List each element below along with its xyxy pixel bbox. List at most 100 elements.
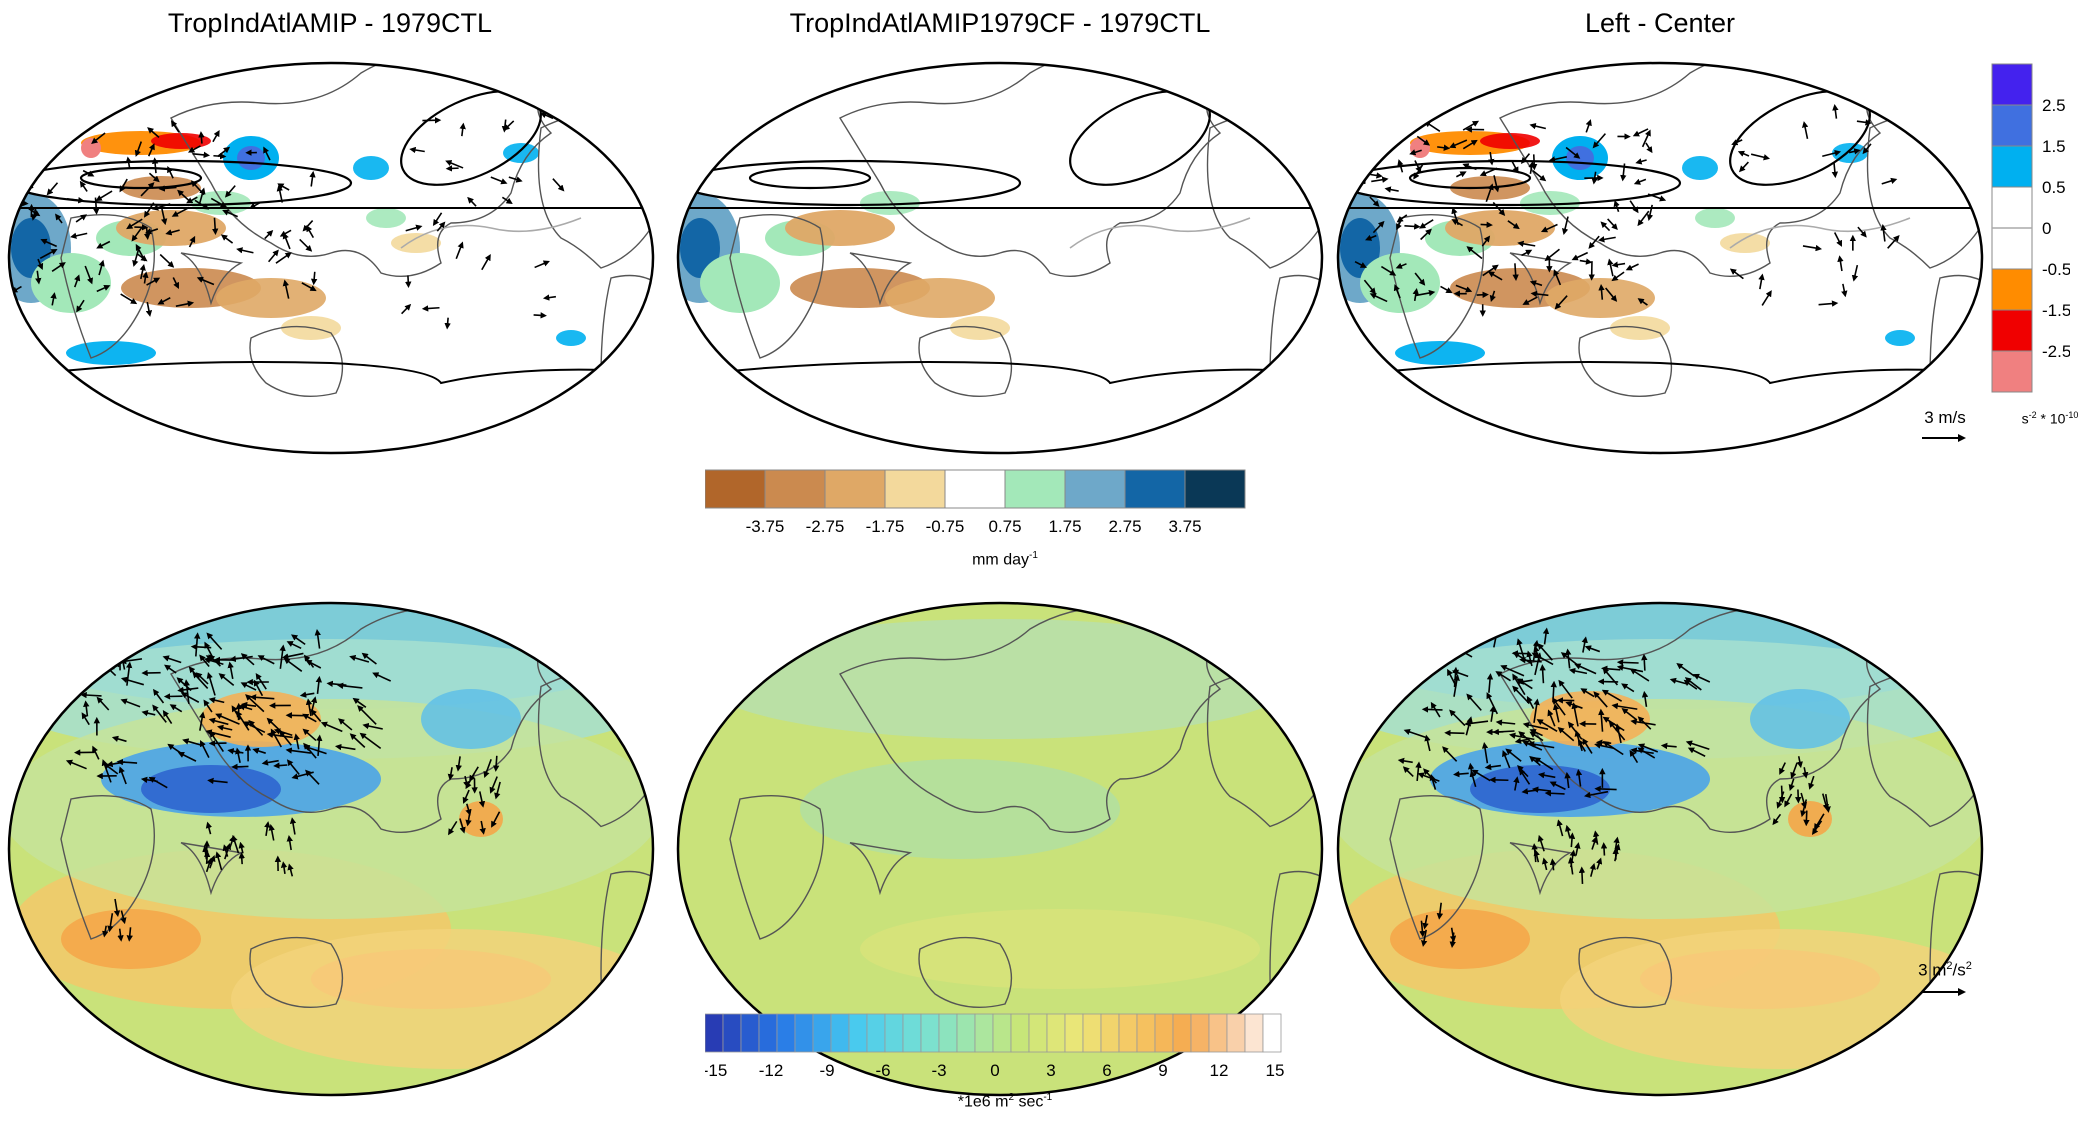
wind-vector bbox=[299, 238, 313, 252]
wind-vector bbox=[1449, 709, 1466, 727]
field-patch bbox=[61, 909, 201, 969]
wind-vector bbox=[1611, 271, 1625, 282]
wind-vector bbox=[1556, 819, 1564, 837]
wind-vector bbox=[200, 740, 210, 759]
wind-vector bbox=[1542, 627, 1550, 645]
wind-vector bbox=[1641, 653, 1648, 671]
panel-title-center: TropIndAtlAMIP1979CF - 1979CTL bbox=[789, 8, 1211, 38]
wind-vector bbox=[1565, 701, 1583, 709]
wind-vector bbox=[349, 733, 366, 748]
wind-vector bbox=[1481, 235, 1491, 247]
wind-vector bbox=[469, 766, 479, 782]
wind-vector bbox=[194, 632, 201, 657]
streamfunction-swatch bbox=[1208, 1013, 1228, 1053]
wind-vector bbox=[37, 258, 44, 270]
wind-vector bbox=[1393, 284, 1401, 299]
wind-vector bbox=[107, 913, 114, 933]
precip-unit: mm day-1 bbox=[972, 550, 1038, 569]
wind-vector bbox=[1481, 742, 1489, 764]
wind-vector bbox=[194, 199, 210, 210]
wind-vector bbox=[287, 863, 294, 877]
vorticity-swatch bbox=[1991, 309, 2033, 352]
panel-title-left: TropIndAtlAMIP - 1979CTL bbox=[167, 8, 493, 38]
streamfunction-swatch bbox=[1172, 1013, 1192, 1053]
wind-vector bbox=[352, 697, 367, 708]
wind-vector bbox=[1841, 283, 1848, 298]
wind-vector bbox=[132, 248, 140, 267]
wind-vector bbox=[1500, 665, 1525, 677]
wind-vector bbox=[1415, 289, 1436, 297]
wind-vector bbox=[1464, 720, 1489, 727]
wind-vector bbox=[1862, 143, 1872, 155]
wind-vector bbox=[283, 657, 303, 672]
wind-vector bbox=[1537, 643, 1553, 661]
wind-vector bbox=[76, 299, 85, 313]
wind-vector bbox=[216, 724, 233, 731]
wind-vector bbox=[261, 759, 279, 766]
coastline bbox=[1578, 325, 1673, 398]
wind-vector bbox=[1692, 673, 1711, 683]
vorticity-swatch bbox=[1991, 350, 2033, 393]
streamfunction-tick-label: -15 bbox=[705, 1061, 727, 1080]
wind-vector bbox=[1403, 728, 1427, 739]
wind-vector bbox=[401, 303, 412, 315]
field-patch bbox=[237, 146, 265, 170]
wind-vector bbox=[147, 143, 155, 157]
wind-vector bbox=[213, 152, 227, 160]
wind-vector bbox=[1645, 142, 1653, 154]
streamfunction-swatch bbox=[920, 1013, 940, 1053]
wind-vector bbox=[1611, 261, 1626, 268]
wind-vector bbox=[1338, 231, 1341, 243]
wind-vector bbox=[172, 277, 179, 290]
wind-vector bbox=[1641, 690, 1649, 707]
precip-tick-label: -0.75 bbox=[926, 517, 965, 536]
streamfunction-swatch bbox=[1082, 1013, 1102, 1053]
wind-vector bbox=[1660, 742, 1677, 750]
wind-vector bbox=[126, 218, 143, 230]
wind-vector bbox=[195, 672, 209, 685]
wind-vector bbox=[1338, 165, 1349, 172]
wind-vector bbox=[1578, 866, 1586, 884]
wind-vector bbox=[1479, 167, 1498, 177]
streamfunction-swatch bbox=[794, 1013, 814, 1053]
wind-vector bbox=[1592, 133, 1606, 149]
wind-vector bbox=[1487, 271, 1503, 281]
field-patch bbox=[1930, 133, 1970, 153]
wind-vector bbox=[459, 122, 466, 137]
wind-vector bbox=[465, 810, 472, 827]
wind-vector bbox=[1417, 772, 1440, 782]
jet-contour bbox=[1338, 361, 1982, 385]
wind-vector bbox=[1607, 258, 1614, 277]
wind-vector bbox=[198, 187, 206, 206]
wind-vector bbox=[1534, 757, 1554, 771]
field-patch bbox=[151, 133, 211, 149]
wind-vector bbox=[147, 127, 160, 138]
streamfunction-swatch bbox=[902, 1013, 922, 1053]
wind-vector bbox=[1620, 163, 1627, 182]
precip-swatch bbox=[1184, 469, 1246, 509]
wind-vector bbox=[134, 141, 143, 157]
map-bottom-left bbox=[7, 601, 655, 1097]
wind-vector bbox=[95, 190, 113, 202]
wind-vector bbox=[494, 781, 501, 800]
wind-vector bbox=[372, 672, 392, 682]
wind-vector bbox=[1462, 139, 1478, 150]
jet-contour bbox=[678, 361, 1322, 385]
wind-vector bbox=[1489, 290, 1496, 302]
wind-vector bbox=[444, 317, 451, 330]
streamfunction-swatch bbox=[705, 1013, 724, 1053]
coastline bbox=[918, 936, 1013, 1009]
wind-vector bbox=[169, 704, 183, 713]
wind-vector bbox=[552, 178, 565, 192]
field-patch bbox=[1640, 949, 1880, 1009]
precip-tick-label: -3.75 bbox=[746, 517, 785, 536]
wind-vector bbox=[212, 129, 220, 143]
streamfunction-swatch bbox=[974, 1013, 994, 1053]
wind-vector bbox=[1372, 220, 1385, 234]
wind-vector bbox=[1602, 667, 1619, 686]
wind-vector bbox=[238, 841, 245, 854]
wind-vector bbox=[1637, 298, 1648, 306]
wind-vector bbox=[1637, 210, 1650, 227]
wind-vector bbox=[1396, 214, 1408, 223]
wind-vector bbox=[1549, 858, 1557, 871]
